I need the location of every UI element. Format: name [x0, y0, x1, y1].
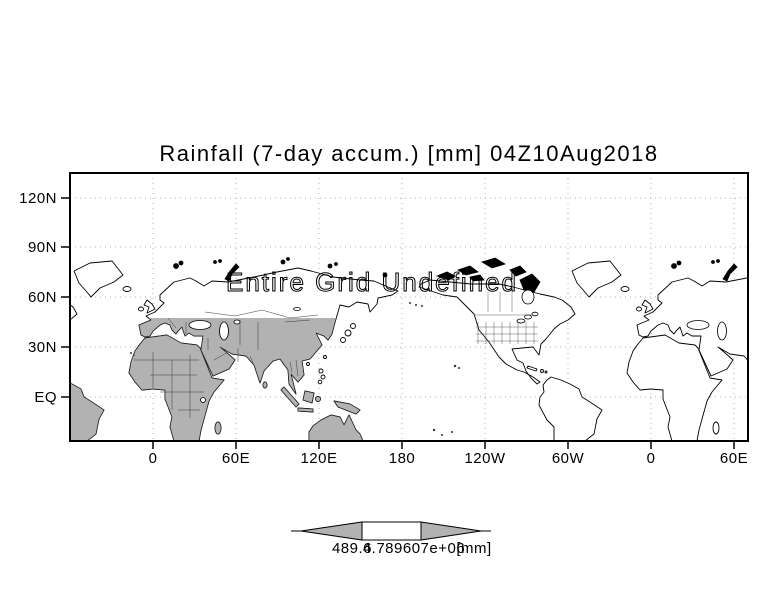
- grid-undefined-message: Entire Grid Undefined: [226, 267, 518, 297]
- colorbar: 489.6 4.789607e+06 [mm]: [291, 521, 491, 557]
- lon-label: 60W: [552, 450, 585, 467]
- lon-label: 180: [389, 450, 416, 467]
- lon-label: 0: [149, 450, 158, 467]
- country-borders: [134, 309, 319, 418]
- lon-ticks: [152, 441, 735, 449]
- lat-label: 90N: [28, 239, 57, 256]
- lon-label: 120E: [300, 450, 337, 467]
- lat-axis-labels: 120N 90N 60N 30N EQ: [19, 190, 57, 406]
- lat-label: 120N: [19, 190, 57, 207]
- lon-label: 120W: [464, 450, 506, 467]
- colorbar-max-label: 4.789607e+06: [363, 540, 465, 557]
- lat-ticks: [61, 197, 70, 398]
- lakes-inland-seas: [188, 289, 727, 403]
- graticule-gridlines: [70, 173, 748, 441]
- colorbar-units-label: [mm]: [456, 540, 491, 557]
- lon-label: 60E: [222, 450, 250, 467]
- colorbar-right-arrow: [420, 521, 482, 541]
- lon-axis-labels: 0 60E 120E 180 120W 60W 0 60E: [149, 450, 748, 467]
- lon-label: 0: [647, 450, 656, 467]
- lon-label: 60E: [720, 450, 748, 467]
- map-frame: [69, 172, 749, 442]
- small-islands: [130, 302, 460, 436]
- colorbar-min-label: 489.6: [332, 540, 372, 557]
- plot-title: Rainfall (7-day accum.) [mm] 04Z10Aug201…: [159, 141, 658, 166]
- japan-philippines-islands: [306, 323, 356, 385]
- colorbar-bar: [361, 521, 422, 541]
- colorbar-left-arrow: [300, 521, 363, 541]
- lat-label: EQ: [34, 389, 57, 406]
- world-map: Entire Grid Undefined: [70, 173, 748, 441]
- lat-label: 60N: [28, 289, 57, 306]
- lat-label: 30N: [28, 339, 57, 356]
- coastlines: [70, 260, 748, 441]
